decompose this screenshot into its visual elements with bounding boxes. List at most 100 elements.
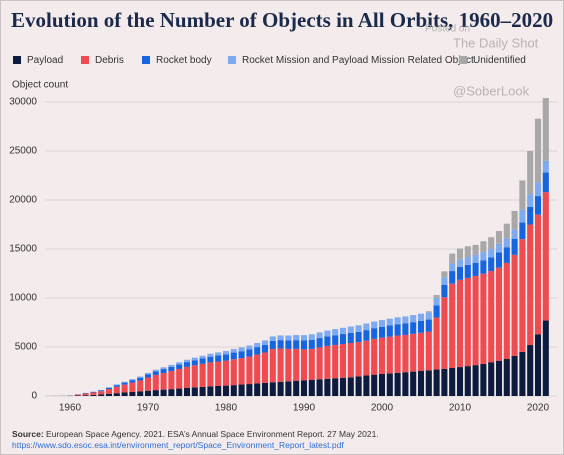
bar-segment — [129, 382, 136, 392]
bar-segment — [425, 311, 432, 313]
bar-segment — [191, 360, 198, 366]
bar-segment — [542, 192, 549, 321]
bar-segment — [137, 377, 144, 381]
bar-segment — [316, 332, 323, 339]
bar-segment — [183, 387, 191, 396]
bar-segment — [144, 374, 152, 378]
bar-segment — [269, 336, 276, 341]
bar-segment — [113, 386, 120, 394]
bar-segment — [222, 385, 230, 396]
bar-segment — [300, 380, 308, 396]
bar-segment — [449, 367, 456, 396]
bar-segment — [316, 347, 323, 380]
bar-segment — [176, 362, 183, 365]
bar-segment — [363, 375, 370, 396]
bar-segment — [152, 390, 159, 396]
bar-segment — [137, 380, 144, 392]
bar-segment — [121, 384, 128, 393]
bar-segment — [176, 388, 183, 396]
bar-segment — [238, 347, 245, 352]
legend-swatch — [13, 56, 21, 64]
bar-segment — [339, 343, 347, 378]
bar-segment — [456, 259, 464, 268]
bar-segment — [378, 337, 386, 374]
bar-segment — [332, 344, 339, 379]
bar-segment — [472, 275, 479, 366]
bar-segment — [355, 342, 362, 377]
bar-segment — [277, 335, 284, 341]
bar-segment — [129, 380, 136, 383]
bar-segment — [386, 336, 393, 374]
bar-segment — [160, 367, 167, 370]
bar-segment — [534, 182, 542, 197]
bar-segment — [449, 271, 456, 284]
bar-segment — [495, 267, 503, 361]
bar-segment — [316, 338, 323, 348]
x-tick-label: 1970 — [137, 403, 160, 414]
bar-segment — [324, 330, 331, 337]
x-tick-label: 2010 — [449, 403, 472, 414]
bar-segment — [363, 340, 370, 376]
legend-label: Rocket body — [156, 55, 212, 66]
source-text: European Space Agency. 2021. ESA’s Annua… — [46, 429, 379, 439]
bar-segment — [394, 324, 401, 336]
bar-segment — [339, 327, 347, 335]
bar-segment — [488, 257, 495, 272]
bar-segment — [456, 248, 464, 260]
bar-segment — [441, 284, 448, 298]
bar-segment — [503, 238, 510, 248]
bar-segment — [519, 209, 526, 223]
bar-segment — [129, 391, 136, 396]
bar-segment — [378, 320, 386, 327]
bar-segment — [230, 352, 237, 360]
bar-segment — [246, 384, 253, 396]
source-url[interactable]: https://www.sdo.esoc.esa.int/environment… — [12, 440, 344, 450]
bar-segment — [215, 361, 222, 387]
bar-segment — [137, 376, 144, 378]
bar-segment — [495, 360, 503, 396]
bar-segment — [542, 160, 549, 173]
bar-segment — [464, 264, 471, 278]
bar-segment — [199, 355, 206, 359]
bar-segment — [121, 392, 128, 396]
bar-segment — [277, 348, 284, 382]
bar-segment — [82, 393, 89, 396]
bar-segment — [503, 247, 510, 263]
bar-segment — [386, 373, 393, 396]
bar-segment — [386, 318, 393, 326]
bar-segment — [425, 319, 432, 332]
bar-segment — [456, 279, 464, 368]
bar-segment — [222, 351, 230, 355]
bar-segment — [183, 362, 191, 367]
bar-segment — [511, 355, 518, 396]
bar-segment — [456, 367, 464, 396]
bar-segment — [332, 335, 339, 345]
bar-segment — [269, 348, 276, 383]
bar-segment — [527, 345, 534, 396]
bar-segment — [417, 320, 425, 333]
bar-segment — [449, 263, 456, 272]
bar-segment — [324, 345, 331, 379]
bar-segment — [246, 345, 253, 350]
bar-segment — [488, 362, 495, 396]
bar-segment — [394, 317, 401, 325]
bar-segment — [417, 371, 425, 396]
legend-swatch — [81, 56, 89, 64]
bar-segment — [168, 366, 175, 372]
bar-segment — [98, 390, 105, 392]
bar-segment — [285, 340, 292, 349]
bar-segment — [269, 382, 276, 396]
bar-segment — [199, 386, 206, 396]
bar-segment — [300, 340, 308, 350]
bar-segment — [488, 249, 495, 258]
bar-segment — [308, 379, 315, 396]
bar-segment — [137, 391, 144, 396]
bar-segment — [300, 335, 308, 341]
bar-segment — [347, 332, 354, 343]
bar-segment — [410, 315, 417, 323]
x-tick-label: 2020 — [527, 403, 550, 414]
x-tick-label: 1960 — [59, 403, 82, 414]
bar-segment — [254, 342, 261, 348]
legend-swatch — [228, 56, 236, 64]
bar-segment — [433, 317, 440, 370]
